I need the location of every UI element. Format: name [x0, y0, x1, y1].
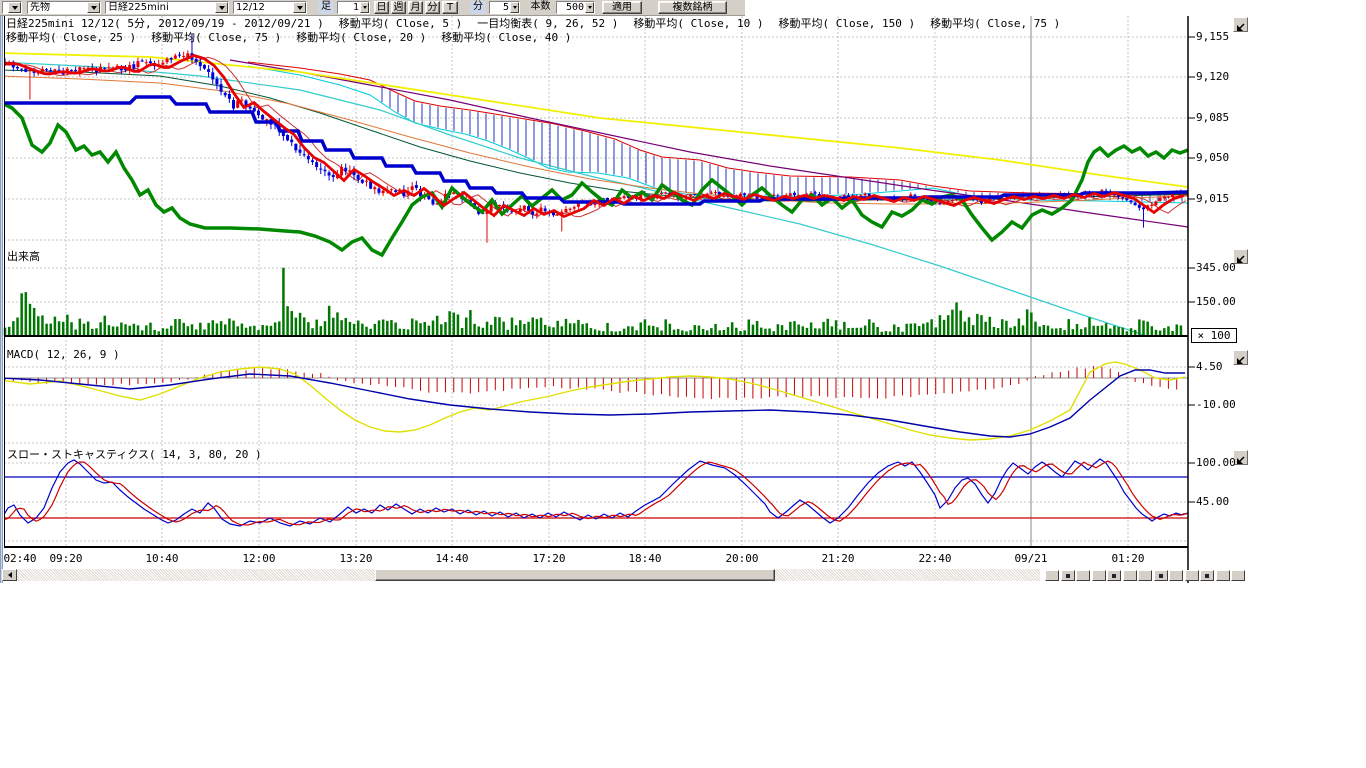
mini-toolbar-button[interactable]	[1045, 570, 1059, 581]
stoch-panel-label: スロー・ストキャスティクス( 14, 3, 80, 20 )	[7, 448, 262, 461]
time-axis-label: 10:40	[142, 552, 182, 565]
indicator-legend-item: 移動平均( Close, 5 )	[339, 17, 462, 30]
time-axis-label: 20:00	[722, 552, 762, 565]
indicator-legend-item: 移動平均( Close, 40 )	[441, 31, 571, 44]
time-axis-label: 09/21	[1011, 552, 1051, 565]
volume-multiplier-badge: × 100	[1191, 328, 1237, 343]
volume-panel-label: 出来高	[7, 250, 40, 263]
scrollbar-thumb[interactable]	[375, 569, 775, 581]
mini-toolbar-button[interactable]	[1231, 570, 1245, 581]
mini-toolbar-button[interactable]	[1076, 570, 1090, 581]
time-axis-label: 01:20	[1108, 552, 1148, 565]
chart-canvas[interactable]	[0, 0, 1250, 584]
indicator-legend-item: 移動平均( Close, 75 )	[930, 17, 1060, 30]
indicator-legend-item: 移動平均( Close, 25 )	[6, 31, 136, 44]
time-axis-label: 17:20	[529, 552, 569, 565]
macd-axis-label: 4.50	[1196, 361, 1223, 373]
price-panel-expand-button[interactable]	[1233, 17, 1248, 32]
chart-header-line2: 移動平均( Close, 25 ) 移動平均( Close, 75 ) 移動平均( …	[6, 31, 586, 44]
indicator-legend-item: 一目均衡表( 9, 26, 52 )	[477, 17, 618, 30]
mini-toolbar-button[interactable]	[1107, 570, 1121, 581]
price-axis-label: 9,050	[1196, 152, 1229, 164]
mini-toolbar-button[interactable]	[1200, 570, 1214, 581]
mini-toolbar-button[interactable]	[1154, 570, 1168, 581]
time-axis-label: 12:00	[239, 552, 279, 565]
mini-toolbar-button[interactable]	[1216, 570, 1230, 581]
volume-axis-label: 345.00	[1196, 262, 1236, 274]
time-axis-label: 09:20	[46, 552, 86, 565]
price-axis-label: 9,120	[1196, 71, 1229, 83]
mini-toolbar-button[interactable]	[1185, 570, 1199, 581]
time-axis-label: 13:20	[336, 552, 376, 565]
time-axis-label: 02:40	[0, 552, 40, 565]
chart-header-line1: 日経225mini 12/12( 5分, 2012/09/19 - 2012/0…	[6, 17, 1075, 30]
mini-toolbar-button[interactable]	[1169, 570, 1183, 581]
mini-toolbar-button[interactable]	[1092, 570, 1106, 581]
indicator-legend-item: 移動平均( Close, 150 )	[778, 17, 915, 30]
time-axis-label: 18:40	[625, 552, 665, 565]
stoch-axis-label: 45.00	[1196, 496, 1229, 508]
indicator-legend-item: 日経225mini 12/12( 5分, 2012/09/19 - 2012/0…	[6, 17, 324, 30]
time-axis-label: 14:40	[432, 552, 472, 565]
indicator-legend-item: 移動平均( Close, 10 )	[633, 17, 763, 30]
macd-panel-expand-button[interactable]	[1233, 350, 1248, 365]
indicator-legend-item: 移動平均( Close, 75 )	[151, 31, 281, 44]
time-axis-label: 21:20	[818, 552, 858, 565]
price-axis-label: 9,155	[1196, 31, 1229, 43]
macd-panel-label: MACD( 12, 26, 9 )	[7, 348, 120, 361]
horizontal-scrollbar	[0, 569, 1250, 582]
price-axis-label: 9,015	[1196, 193, 1229, 205]
price-axis-label: 9,085	[1196, 112, 1229, 124]
mini-toolbar-button[interactable]	[1138, 570, 1152, 581]
scroll-left-button[interactable]	[2, 569, 17, 581]
mini-toolbar-button[interactable]	[1123, 570, 1137, 581]
stoch-axis-label: 100.00	[1196, 457, 1236, 469]
macd-axis-label: -10.00	[1196, 399, 1236, 411]
time-axis-label: 22:40	[915, 552, 955, 565]
mini-toolbar-button[interactable]	[1061, 570, 1075, 581]
volume-axis-label: 150.00	[1196, 296, 1236, 308]
trading-app-window: 先物 日経225mini 12/12 足 日 週 月 分 T 分 本数	[0, 0, 1366, 768]
indicator-legend-item: 移動平均( Close, 20 )	[296, 31, 426, 44]
